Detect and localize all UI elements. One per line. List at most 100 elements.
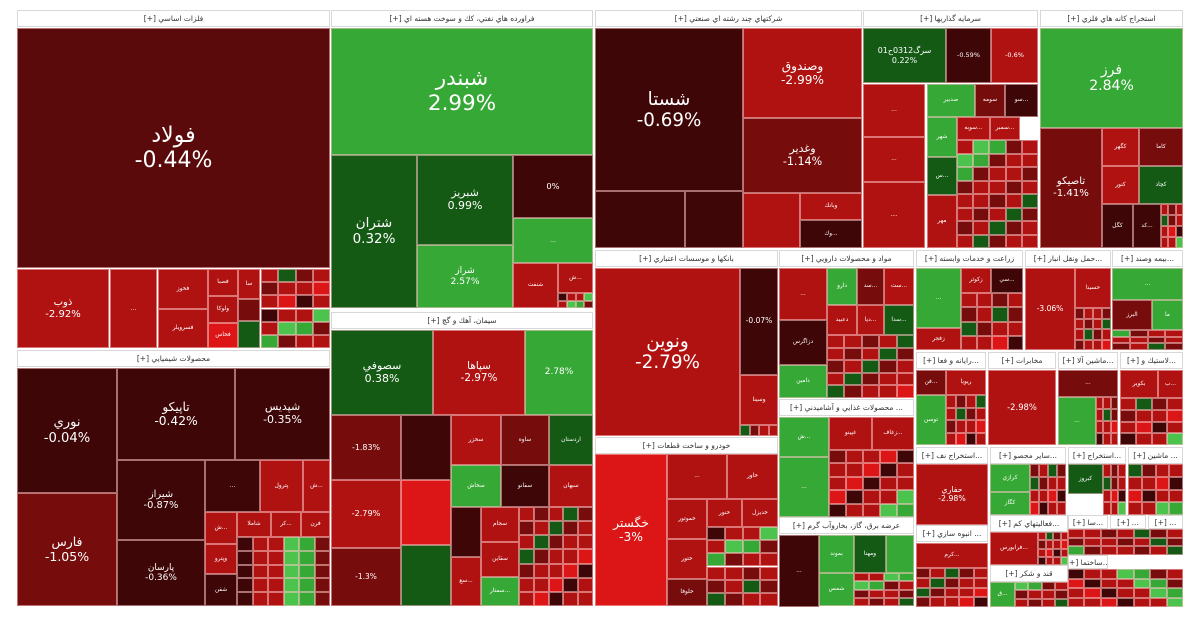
stock-tile-small[interactable] [956, 432, 966, 445]
stock-tile-small[interactable] [989, 194, 1006, 208]
stock-tile-small[interactable] [896, 347, 914, 361]
stock-tile[interactable]: ...ب [1158, 370, 1183, 398]
stock-tile-small[interactable] [1102, 339, 1111, 350]
stock-tile-small[interactable] [760, 592, 778, 606]
stock-tile-small[interactable] [563, 577, 579, 592]
stock-tile-small[interactable] [312, 321, 330, 335]
stock-tile-small[interactable] [278, 321, 296, 335]
stock-tile-small[interactable] [896, 372, 914, 386]
stock-tile-small[interactable] [1100, 537, 1118, 547]
stock-tile[interactable]: تاصيكو -1.41% [1040, 128, 1102, 248]
stock-tile-small[interactable] [558, 293, 567, 301]
stock-tile[interactable]: سفانو [501, 465, 549, 507]
stock-tile-small[interactable] [976, 432, 986, 445]
stock-tile-small[interactable] [846, 463, 863, 477]
stock-tile-small[interactable] [283, 592, 299, 606]
stock-tile[interactable]: 0% [513, 155, 593, 218]
stock-tile[interactable]: -3.06% [1025, 268, 1075, 350]
sector-header[interactable]: ...حمل ونقل انبار [+] [1025, 250, 1111, 267]
sector-header[interactable]: سيمان، آهك و گچ [+] [331, 312, 593, 329]
stock-tile-small[interactable] [237, 578, 253, 593]
stock-tile[interactable] [595, 191, 685, 248]
sector-header[interactable]: شركتهاي چند رشته اي صنعتي [+] [595, 10, 862, 27]
stock-tile-small[interactable] [1169, 464, 1183, 477]
stock-tile-small[interactable] [1166, 588, 1183, 598]
stock-tile-small[interactable] [724, 592, 743, 606]
stock-tile[interactable]: ختور [667, 539, 707, 579]
stock-tile-small[interactable] [548, 507, 564, 522]
stock-tile-small[interactable] [973, 577, 988, 588]
stock-tile[interactable]: كاما [1139, 128, 1183, 166]
stock-tile-small[interactable] [869, 573, 884, 582]
stock-tile-small[interactable] [707, 553, 725, 567]
stock-tile-small[interactable] [1084, 588, 1101, 598]
stock-tile[interactable]: ...سو [1005, 84, 1038, 117]
stock-tile-small[interactable] [1165, 343, 1183, 350]
stock-tile-small[interactable] [1021, 234, 1038, 248]
stock-tile-small[interactable] [844, 335, 862, 348]
stock-tile-small[interactable] [563, 507, 579, 522]
stock-tile[interactable]: كگاز [990, 492, 1030, 515]
stock-tile-small[interactable] [760, 540, 778, 554]
stock-tile-small[interactable] [1135, 398, 1152, 410]
stock-tile[interactable]: مهر [927, 195, 957, 248]
stock-tile-small[interactable] [548, 563, 564, 578]
stock-tile-small[interactable] [1045, 532, 1053, 541]
stock-tile-small[interactable] [976, 307, 992, 322]
stock-tile-small[interactable] [268, 537, 284, 551]
stock-tile-small[interactable] [1100, 578, 1118, 588]
stock-tile-small[interactable] [1030, 464, 1039, 477]
stock-tile[interactable]: ...ش [558, 263, 593, 293]
stock-tile-small[interactable] [989, 180, 1006, 194]
stock-tile-small[interactable] [946, 420, 956, 433]
stock-tile-small[interactable] [1007, 335, 1023, 350]
stock-tile-small[interactable] [1005, 140, 1022, 154]
stock-tile[interactable]: ... [205, 460, 260, 512]
stock-tile-small[interactable] [1155, 476, 1170, 490]
stock-tile[interactable]: ... [667, 454, 727, 499]
stock-tile[interactable]: كرازي [990, 464, 1030, 492]
stock-tile-small[interactable] [295, 269, 313, 283]
stock-tile-small[interactable] [1103, 502, 1111, 515]
stock-tile-small[interactable] [1093, 318, 1102, 329]
stock-tile-small[interactable] [749, 425, 759, 436]
stock-tile-small[interactable] [299, 564, 315, 579]
stock-tile-small[interactable] [956, 395, 966, 408]
sector-header[interactable]: ...استخراج نف [+] [916, 447, 988, 464]
stock-tile-small[interactable] [578, 577, 593, 592]
stock-tile-small[interactable] [237, 550, 253, 565]
stock-tile-small[interactable] [252, 578, 268, 593]
stock-tile[interactable]: سجام [481, 507, 519, 542]
stock-tile[interactable]: سرگ0312ح01 0.22% [863, 28, 946, 83]
sector-header[interactable]: ...لاستيك و [+] [1120, 352, 1183, 369]
stock-tile-small[interactable] [261, 282, 279, 296]
stock-tile-small[interactable] [1084, 308, 1093, 319]
stock-tile-small[interactable] [1129, 330, 1148, 337]
stock-tile-small[interactable] [1048, 502, 1057, 515]
stock-tile-small[interactable] [1028, 590, 1042, 599]
stock-tile[interactable]: ...سمبر [990, 117, 1020, 140]
stock-tile-small[interactable] [1021, 180, 1038, 194]
stock-tile-small[interactable] [312, 282, 330, 296]
stock-tile-small[interactable] [1103, 489, 1111, 503]
stock-tile[interactable]: ...كرم [916, 543, 988, 568]
stock-tile-small[interactable] [1005, 180, 1022, 194]
stock-tile[interactable]: ... [110, 269, 157, 348]
stock-tile-small[interactable] [1166, 537, 1183, 547]
stock-tile-small[interactable] [1096, 433, 1104, 445]
stock-tile-small[interactable] [1141, 476, 1156, 490]
stock-tile[interactable]: فولاد -0.44% [17, 28, 330, 268]
stock-tile-small[interactable] [973, 568, 988, 578]
stock-tile[interactable]: غپينو [829, 417, 872, 450]
stock-tile-small[interactable] [992, 321, 1008, 336]
stock-tile[interactable]: ... [916, 268, 961, 328]
stock-tile-small[interactable] [1155, 489, 1170, 503]
stock-tile-small[interactable] [1129, 336, 1148, 344]
stock-tile-small[interactable] [844, 385, 862, 398]
stock-tile[interactable]: وسينا [740, 375, 778, 425]
sector-header[interactable]: ... انبوه سازي [+] [916, 525, 988, 542]
stock-tile-small[interactable] [1030, 502, 1039, 515]
stock-tile[interactable]: ... [779, 535, 819, 607]
stock-tile-small[interactable] [1007, 293, 1023, 308]
stock-tile-small[interactable] [829, 476, 846, 491]
